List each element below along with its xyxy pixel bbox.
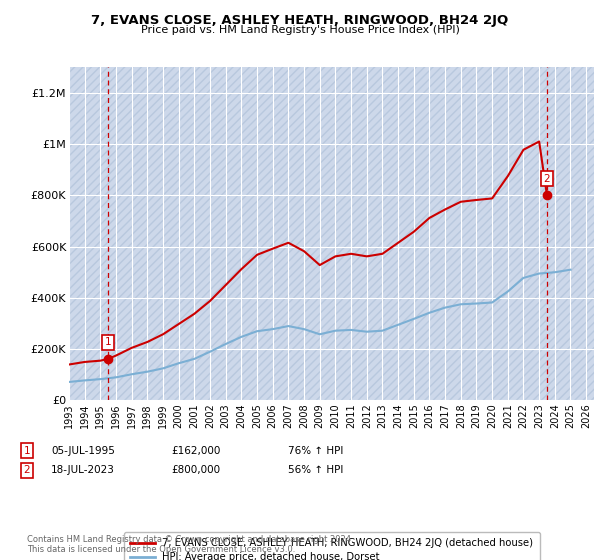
Text: £162,000: £162,000 — [171, 446, 220, 456]
Text: 1: 1 — [23, 446, 31, 456]
Text: 76% ↑ HPI: 76% ↑ HPI — [288, 446, 343, 456]
Legend: 7, EVANS CLOSE, ASHLEY HEATH, RINGWOOD, BH24 2JQ (detached house), HPI: Average : 7, EVANS CLOSE, ASHLEY HEATH, RINGWOOD, … — [124, 532, 539, 560]
Text: 05-JUL-1995: 05-JUL-1995 — [51, 446, 115, 456]
Text: Price paid vs. HM Land Registry's House Price Index (HPI): Price paid vs. HM Land Registry's House … — [140, 25, 460, 35]
Text: 2: 2 — [544, 174, 550, 184]
Text: 18-JUL-2023: 18-JUL-2023 — [51, 465, 115, 475]
Text: 1: 1 — [105, 337, 112, 347]
Text: Contains HM Land Registry data © Crown copyright and database right 2024.
This d: Contains HM Land Registry data © Crown c… — [27, 535, 353, 554]
Text: 2: 2 — [23, 465, 31, 475]
Text: 7, EVANS CLOSE, ASHLEY HEATH, RINGWOOD, BH24 2JQ: 7, EVANS CLOSE, ASHLEY HEATH, RINGWOOD, … — [91, 14, 509, 27]
Text: £800,000: £800,000 — [171, 465, 220, 475]
Text: 56% ↑ HPI: 56% ↑ HPI — [288, 465, 343, 475]
